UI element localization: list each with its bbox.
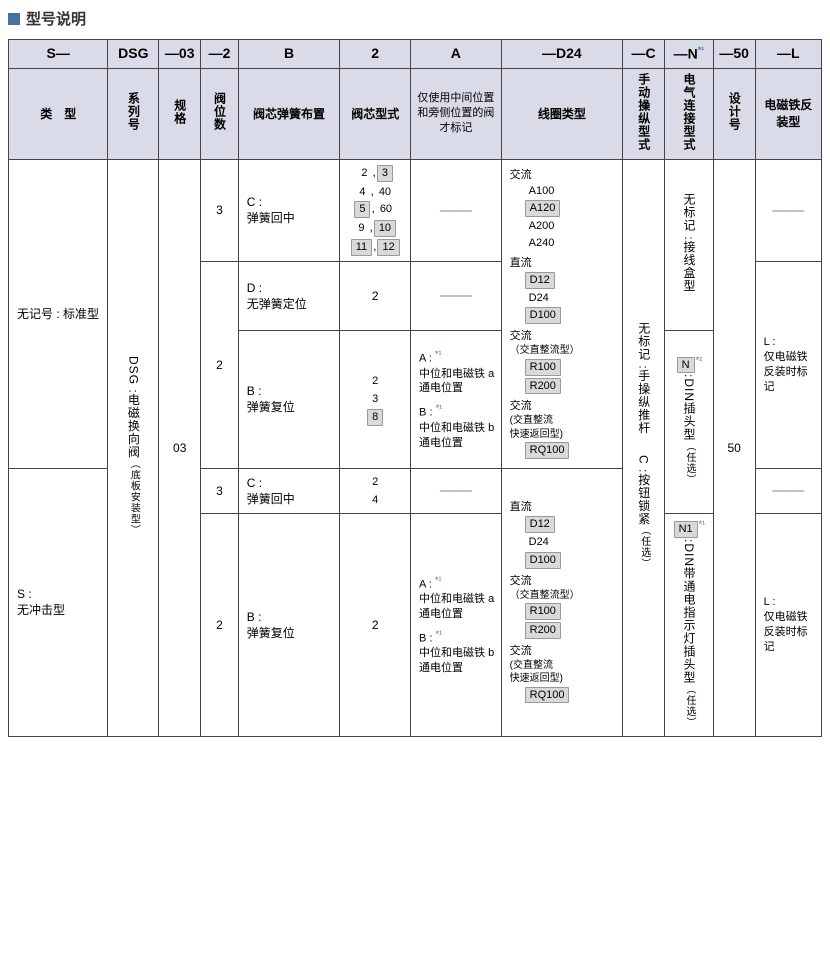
mid-dash-3: —— [411, 469, 502, 514]
manual-cell: 无标记 :手操纵推杆 C :按钮锁紧（任选） [623, 159, 665, 736]
code-4: B [238, 40, 340, 69]
hdr-9: 电气连接型式 [665, 68, 714, 159]
code-row: S— DSG —03 —2 B 2 A —D24 —C —N*¹ —50 —L [9, 40, 822, 69]
page-title-row: 型号说明 [8, 8, 822, 29]
spring-b-2: B : 弹簧复位 [238, 513, 340, 736]
elec-none-cell: 无标记 :接线盒型 [665, 159, 714, 330]
spring-c-b: C : 弹簧回中 [238, 469, 340, 514]
pos-3-b: 3 [201, 469, 239, 514]
spring-d: D : 无弹簧定位 [238, 261, 340, 330]
mid-dash-2: —— [411, 261, 502, 330]
rev-dash-2: —— [755, 469, 821, 514]
page-title: 型号说明 [26, 8, 86, 29]
spool-d: 2 [340, 261, 411, 330]
spool-set1: 2,3 4,40 5,60 9,10 11,12 [340, 159, 411, 261]
pos-2-a: 2 [201, 261, 239, 468]
rev-l-1: L : 仅电磁铁反装时标记 [755, 261, 821, 468]
code-5: 2 [340, 40, 411, 69]
mid-ab-2: A : *¹ 中位和电磁铁 a 通电位置 B : *¹ 中位和电磁铁 b 通电位… [411, 513, 502, 736]
hdr-4: 阀芯弹簧布置 [238, 68, 340, 159]
spool-c2: 2 4 [340, 469, 411, 514]
code-1: DSG [108, 40, 159, 69]
table-row: 无记号 : 标准型 DSG :电磁换向阀（底板安装型） 03 3 C : 弹簧回… [9, 159, 822, 261]
hdr-3: 阀位数 [201, 68, 239, 159]
model-table: S— DSG —03 —2 B 2 A —D24 —C —N*¹ —50 —L … [8, 39, 822, 737]
spool-b2: 2 [340, 513, 411, 736]
hdr-10: 设计号 [713, 68, 755, 159]
code-3: —2 [201, 40, 239, 69]
code-6: A [411, 40, 502, 69]
design-cell: 50 [713, 159, 755, 736]
spool-b1: 2 3 8 [340, 330, 411, 469]
hdr-0: 类 型 [9, 68, 108, 159]
spec-cell: 03 [159, 159, 201, 736]
hdr-1: 系列号 [108, 68, 159, 159]
mid-dash-1: —— [411, 159, 502, 261]
code-0: S— [9, 40, 108, 69]
code-10: —50 [713, 40, 755, 69]
coil-cell-1: 交流 A100 A120 A200 A240 直流 D12 D24 D100 [501, 159, 623, 468]
code-11: —L [755, 40, 821, 69]
elec-n-cell: N*² :DIN插头型（任选） [665, 330, 714, 513]
header-row: 类 型 系列号 规格 阀位数 阀芯弹簧布置 阀芯型式 仅使用中间位置和旁侧位置的… [9, 68, 822, 159]
title-square-icon [8, 13, 20, 25]
coil-cell-2: 直流 D12 D24 D100 交流 （交直整流型） R100 R200 [501, 469, 623, 737]
hdr-7: 线圈类型 [501, 68, 623, 159]
rev-dash-1: —— [755, 159, 821, 261]
hdr-11: 电磁铁反装型 [755, 68, 821, 159]
elec-n1-cell: N1*¹ :DIN带通电指示灯插头型（任选） [665, 513, 714, 736]
code-8: —C [623, 40, 665, 69]
type-shockless: S : 无冲击型 [9, 469, 108, 737]
spring-c-a: C : 弹簧回中 [238, 159, 340, 261]
hdr-2: 规格 [159, 68, 201, 159]
code-9: —N*¹ [665, 40, 714, 69]
hdr-5: 阀芯型式 [340, 68, 411, 159]
hdr-6: 仅使用中间位置和旁侧位置的阀才标记 [411, 68, 502, 159]
hdr-8: 手动操纵型式 [623, 68, 665, 159]
pos-2-b: 2 [201, 513, 239, 736]
code-2: —03 [159, 40, 201, 69]
pos-3-a: 3 [201, 159, 239, 261]
spring-b-1: B : 弹簧复位 [238, 330, 340, 469]
type-standard: 无记号 : 标准型 [9, 159, 108, 468]
mid-ab-1: A : *¹ 中位和电磁铁 a 通电位置 B : *¹ 中位和电磁铁 b 通电位… [411, 330, 502, 469]
rev-l-2: L : 仅电磁铁反装时标记 [755, 513, 821, 736]
code-7: —D24 [501, 40, 623, 69]
series-cell: DSG :电磁换向阀（底板安装型） [108, 159, 159, 736]
